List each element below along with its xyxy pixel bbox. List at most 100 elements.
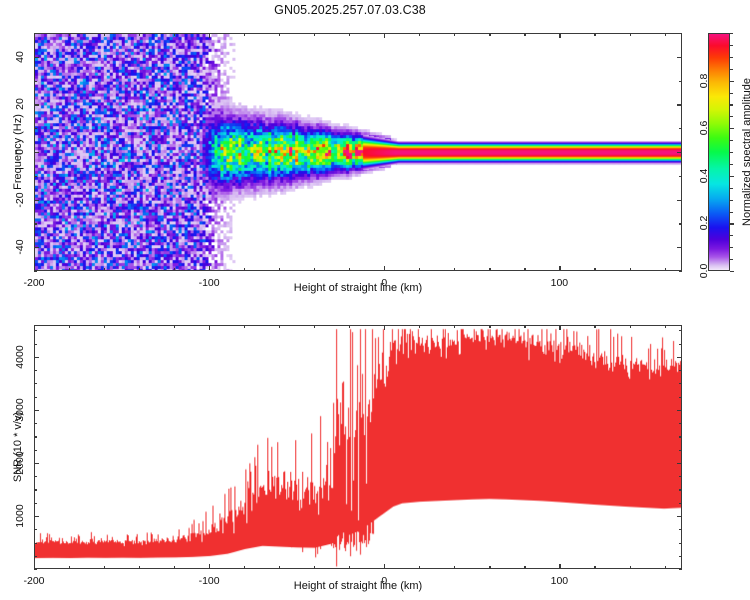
x-tick xyxy=(559,266,561,271)
x-tick-top xyxy=(209,33,211,38)
y-tick-label: 1000 xyxy=(14,504,26,528)
x-tick-top xyxy=(139,325,141,329)
x-tick-top xyxy=(34,325,36,330)
x-tick xyxy=(244,565,246,569)
x-tick xyxy=(174,565,176,569)
y-tick-right xyxy=(677,516,682,518)
y-tick xyxy=(34,175,38,177)
x-tick-top xyxy=(349,33,351,37)
x-tick xyxy=(419,565,421,569)
y-tick-label: 20 xyxy=(14,98,26,111)
colorbar-minor-tick xyxy=(730,211,733,213)
x-tick-label: -200 xyxy=(23,575,45,587)
x-tick xyxy=(314,565,316,569)
x-tick xyxy=(454,565,456,569)
x-tick xyxy=(104,565,106,569)
x-tick xyxy=(559,564,561,569)
y-tick xyxy=(34,423,38,425)
y-tick-right xyxy=(678,128,682,130)
colorbar-minor-tick xyxy=(730,187,733,189)
x-tick-top xyxy=(594,325,596,329)
x-tick-top xyxy=(244,33,246,37)
colorbar-minor-tick xyxy=(730,259,733,261)
x-tick-label: 0 xyxy=(381,575,388,587)
y-tick-right xyxy=(677,356,682,358)
spectrogram-x-axis-title: Height of straight line (km) xyxy=(293,282,423,294)
y-tick xyxy=(34,33,38,35)
x-tick-top xyxy=(664,325,666,329)
colorbar-tick xyxy=(730,175,734,177)
colorbar-minor-tick xyxy=(730,56,733,58)
x-tick xyxy=(419,267,421,271)
x-tick xyxy=(174,267,176,271)
y-tick xyxy=(34,396,38,398)
y-tick-right xyxy=(678,80,682,82)
x-tick-top xyxy=(139,33,141,37)
colorbar xyxy=(708,33,730,271)
y-tick-right xyxy=(677,199,682,201)
x-tick-top xyxy=(454,325,456,329)
x-tick-top xyxy=(69,33,71,37)
y-tick-right xyxy=(678,423,682,425)
y-tick xyxy=(34,542,38,544)
colorbar-minor-tick xyxy=(730,92,733,94)
x-tick-top xyxy=(279,325,281,329)
y-tick xyxy=(34,516,39,518)
colorbar-tick xyxy=(730,223,734,225)
x-tick xyxy=(454,267,456,271)
y-tick-right xyxy=(678,555,682,557)
colorbar-minor-tick xyxy=(730,44,733,47)
x-tick-top xyxy=(664,33,666,37)
y-tick xyxy=(34,409,39,412)
y-tick-right xyxy=(678,529,682,531)
x-tick-top xyxy=(174,33,176,37)
x-tick-top xyxy=(34,33,36,38)
y-tick xyxy=(34,449,38,451)
x-tick xyxy=(139,565,141,569)
x-tick-top xyxy=(384,325,386,330)
x-tick-label: -200 xyxy=(23,277,45,289)
snr-trace-plot xyxy=(35,326,681,568)
x-tick xyxy=(69,565,71,569)
colorbar-minor-tick xyxy=(730,140,733,142)
x-tick-top xyxy=(314,325,316,329)
x-tick xyxy=(314,267,316,271)
x-tick xyxy=(524,565,526,569)
x-tick-top xyxy=(524,33,526,37)
y-tick xyxy=(34,199,39,201)
y-tick-right xyxy=(678,271,682,273)
y-tick-right xyxy=(678,449,682,451)
x-tick-top xyxy=(69,325,71,329)
y-tick-right xyxy=(678,489,682,491)
y-tick-right xyxy=(678,330,682,332)
x-tick xyxy=(349,267,351,271)
y-tick xyxy=(34,152,39,154)
colorbar-minor-tick xyxy=(730,235,733,237)
y-tick-right xyxy=(677,247,682,249)
y-tick-right xyxy=(678,476,682,478)
x-tick-top xyxy=(104,33,106,37)
y-tick xyxy=(34,529,38,531)
x-tick-label: 100 xyxy=(550,575,569,587)
x-tick-top xyxy=(174,325,176,329)
x-tick-top xyxy=(349,325,351,329)
y-tick-label: 4000 xyxy=(14,345,26,369)
y-tick-right xyxy=(678,33,682,35)
y-tick xyxy=(34,330,38,332)
x-tick-top xyxy=(244,325,246,329)
y-tick-right xyxy=(677,56,682,58)
x-tick-top xyxy=(629,325,631,329)
x-tick-label: -100 xyxy=(198,277,220,289)
x-tick xyxy=(209,564,211,569)
y-tick-right xyxy=(678,343,682,345)
y-tick-right xyxy=(678,396,682,398)
y-tick xyxy=(34,555,38,557)
x-tick xyxy=(524,267,526,271)
y-tick xyxy=(34,223,38,225)
snr-x-axis-title: Height of straight line (km) xyxy=(293,580,423,592)
x-tick xyxy=(69,267,71,271)
y-tick xyxy=(34,383,38,385)
x-tick-top xyxy=(104,325,106,329)
y-tick xyxy=(34,476,38,478)
y-tick-right xyxy=(678,436,682,438)
